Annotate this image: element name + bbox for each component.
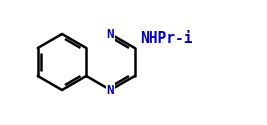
Text: N: N xyxy=(107,84,114,96)
Text: N: N xyxy=(107,28,114,40)
Text: NHPr-i: NHPr-i xyxy=(140,31,192,46)
